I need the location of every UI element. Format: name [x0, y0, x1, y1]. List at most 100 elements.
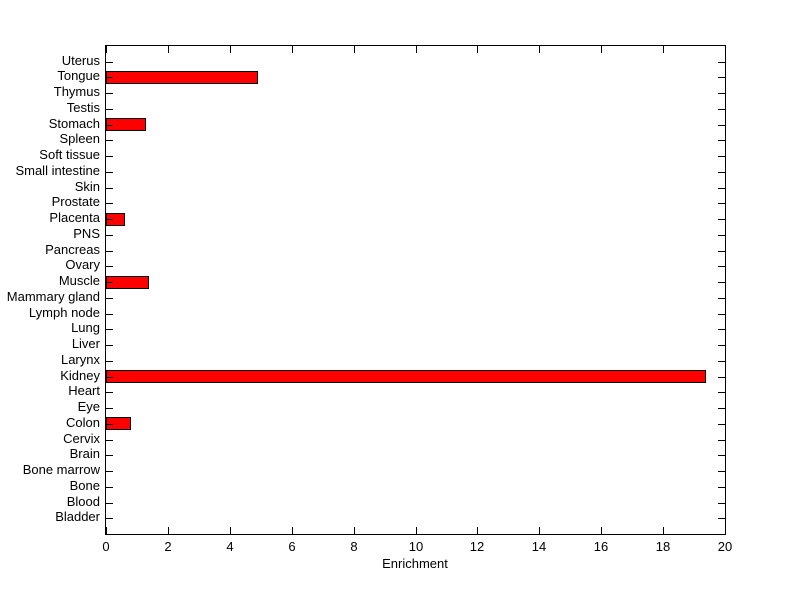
y-tick-left-liver — [106, 345, 113, 346]
x-tick-bottom-10 — [416, 527, 417, 534]
y-tick-label-blood: Blood — [66, 494, 100, 509]
y-tick-right-tongue — [718, 77, 725, 78]
y-tick-right-ovary — [718, 266, 725, 267]
y-tick-label-muscle: Muscle — [58, 273, 100, 288]
x-tick-bottom-4 — [230, 527, 231, 534]
y-tick-left-larynx — [106, 361, 113, 362]
y-tick-left-prostate — [106, 203, 113, 204]
y-tick-label-skin: Skin — [74, 179, 100, 194]
y-tick-label-thymus: Thymus — [53, 84, 100, 99]
y-tick-left-cervix — [106, 440, 113, 441]
y-tick-right-larynx — [718, 361, 725, 362]
x-tick-top-8 — [354, 46, 355, 53]
y-tick-right-soft-tissue — [718, 156, 725, 157]
y-tick-label-small-intestine: Small intestine — [15, 163, 100, 178]
x-tick-bottom-6 — [292, 527, 293, 534]
y-tick-left-pns — [106, 235, 113, 236]
y-tick-right-kidney — [718, 377, 725, 378]
x-tick-top-14 — [539, 46, 540, 53]
y-tick-left-bone-marrow — [106, 471, 113, 472]
y-tick-left-ovary — [106, 266, 113, 267]
x-tick-bottom-14 — [539, 527, 540, 534]
y-tick-right-bone — [718, 487, 725, 488]
y-tick-left-brain — [106, 455, 113, 456]
x-tick-bottom-2 — [168, 527, 169, 534]
y-tick-label-larynx: Larynx — [60, 352, 100, 367]
y-tick-label-cervix: Cervix — [63, 431, 100, 446]
y-tick-label-tongue: Tongue — [57, 68, 100, 83]
y-tick-label-spleen: Spleen — [59, 131, 100, 146]
x-tick-bottom-16 — [601, 527, 602, 534]
x-tick-label-12: 12 — [469, 539, 485, 554]
y-tick-label-bladder: Bladder — [55, 509, 100, 524]
y-tick-right-placenta — [718, 219, 725, 220]
plot-area — [105, 45, 726, 535]
y-tick-label-ovary: Ovary — [65, 257, 100, 272]
y-tick-right-muscle — [718, 282, 725, 283]
y-tick-right-pancreas — [718, 251, 725, 252]
y-tick-label-prostate: Prostate — [51, 194, 100, 209]
x-tick-label-0: 0 — [102, 539, 110, 554]
y-tick-label-bone: Bone — [69, 478, 100, 493]
y-tick-right-eye — [718, 408, 725, 409]
y-tick-label-uterus: Uterus — [61, 53, 100, 68]
y-tick-left-thymus — [106, 93, 113, 94]
y-tick-label-brain: Brain — [69, 446, 100, 461]
y-tick-label-mammary-gland: Mammary gland — [6, 289, 100, 304]
y-tick-left-lung — [106, 329, 113, 330]
y-tick-label-liver: Liver — [71, 336, 100, 351]
bar-kidney — [106, 370, 706, 383]
y-tick-label-lung: Lung — [71, 320, 100, 335]
x-tick-label-16: 16 — [593, 539, 609, 554]
y-tick-right-blood — [718, 503, 725, 504]
y-tick-right-pns — [718, 235, 725, 236]
y-tick-left-placenta — [106, 219, 113, 220]
y-tick-left-stomach — [106, 125, 113, 126]
y-tick-label-stomach: Stomach — [48, 116, 100, 131]
x-tick-label-4: 4 — [226, 539, 234, 554]
x-axis-title: Enrichment — [382, 556, 448, 571]
y-tick-label-heart: Heart — [68, 383, 100, 398]
y-tick-left-muscle — [106, 282, 113, 283]
y-tick-right-skin — [718, 188, 725, 189]
y-tick-left-bladder — [106, 518, 113, 519]
y-tick-label-pancreas: Pancreas — [45, 242, 100, 257]
y-tick-label-kidney: Kidney — [60, 368, 100, 383]
y-tick-label-testis: Testis — [66, 100, 100, 115]
y-tick-right-testis — [718, 109, 725, 110]
y-tick-label-bone-marrow: Bone marrow — [22, 462, 100, 477]
y-tick-right-lung — [718, 329, 725, 330]
x-tick-top-18 — [663, 46, 664, 53]
x-tick-label-8: 8 — [350, 539, 358, 554]
y-tick-right-bone-marrow — [718, 471, 725, 472]
y-tick-label-colon: Colon — [66, 415, 100, 430]
y-tick-left-colon — [106, 424, 113, 425]
y-tick-right-prostate — [718, 203, 725, 204]
x-tick-bottom-18 — [663, 527, 664, 534]
x-tick-top-4 — [230, 46, 231, 53]
y-tick-left-heart — [106, 392, 113, 393]
bar-colon — [106, 417, 131, 430]
y-tick-right-liver — [718, 345, 725, 346]
y-tick-right-spleen — [718, 140, 725, 141]
x-tick-top-16 — [601, 46, 602, 53]
y-tick-left-uterus — [106, 62, 113, 63]
x-tick-top-6 — [292, 46, 293, 53]
y-tick-left-kidney — [106, 377, 113, 378]
y-tick-label-placenta: Placenta — [49, 210, 100, 225]
y-tick-right-brain — [718, 455, 725, 456]
y-tick-left-small-intestine — [106, 172, 113, 173]
x-tick-bottom-20 — [725, 527, 726, 534]
bar-tongue — [106, 71, 258, 84]
y-tick-left-testis — [106, 109, 113, 110]
y-tick-left-lymph-node — [106, 314, 113, 315]
y-tick-label-lymph-node: Lymph node — [28, 305, 100, 320]
y-tick-left-bone — [106, 487, 113, 488]
y-tick-right-lymph-node — [718, 314, 725, 315]
y-tick-left-tongue — [106, 77, 113, 78]
x-tick-top-12 — [477, 46, 478, 53]
y-tick-left-skin — [106, 188, 113, 189]
x-tick-label-14: 14 — [531, 539, 547, 554]
x-tick-bottom-0 — [106, 527, 107, 534]
